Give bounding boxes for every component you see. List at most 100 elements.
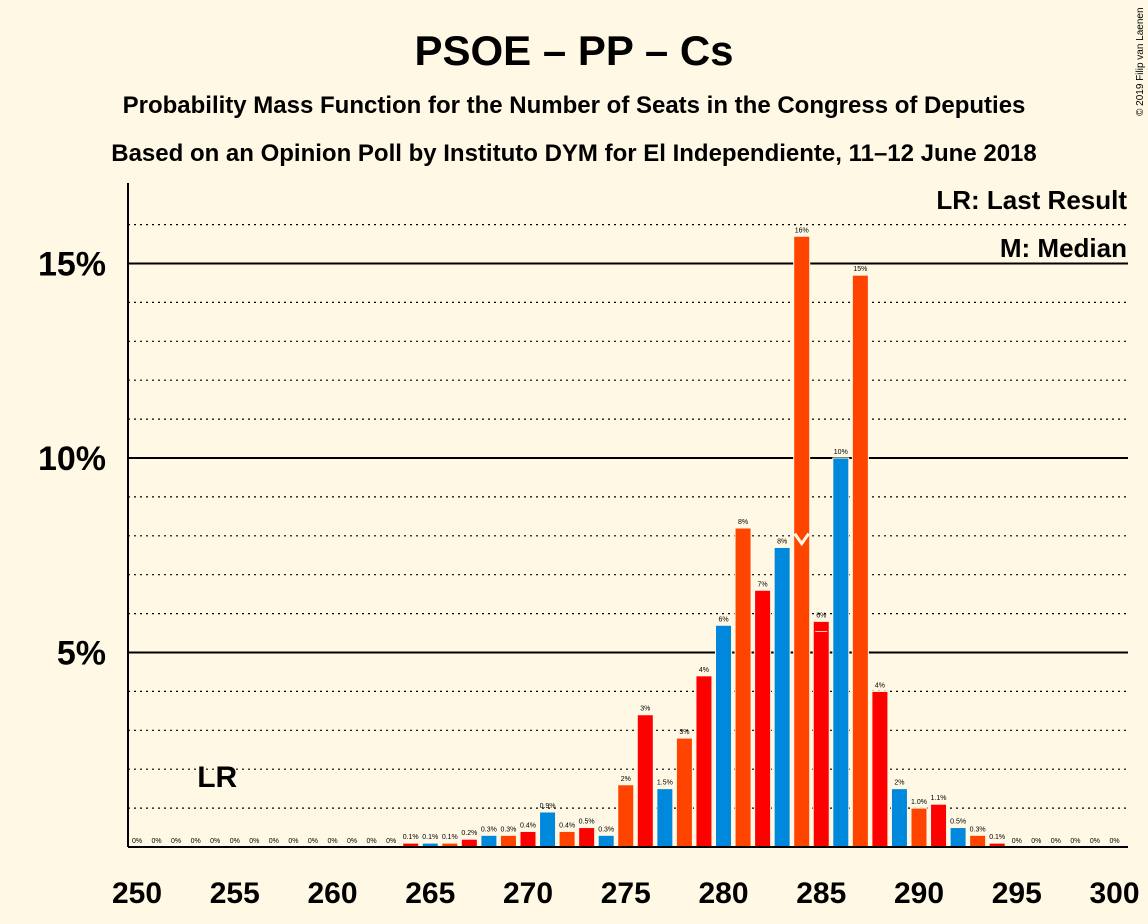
x-tick-label: 290 [894, 877, 944, 910]
bar-value-label: 16% [795, 227, 809, 234]
bar-seat-290 [910, 807, 928, 848]
bar-value-label: 0% [230, 838, 240, 845]
bar-value-label: 0% [249, 838, 259, 845]
y-tick-label: 10% [38, 440, 106, 478]
copyright-text: © 2019 Filip van Laenen [1135, 7, 1146, 116]
bar-value-label: 8% [777, 538, 787, 545]
bar-value-label: 3% [640, 706, 650, 713]
bar-seat-267 [460, 838, 478, 848]
bar-value-label: 1.5% [657, 780, 673, 787]
bar-value-label: 0.4% [559, 822, 575, 829]
bar-value-label: 6% [816, 612, 826, 619]
y-tick-label: 5% [57, 635, 106, 673]
bar-seat-269 [499, 834, 517, 848]
bar-value-label: 2% [621, 776, 631, 783]
bar-value-label: 8% [738, 519, 748, 526]
bar-seat-293 [969, 834, 987, 848]
bar-value-label: 0% [191, 838, 201, 845]
x-tick-label: 280 [698, 877, 748, 910]
bar-value-label: 0.4% [520, 822, 536, 829]
bar-seat-287 [851, 274, 869, 848]
bar-value-label: 0.1% [403, 834, 419, 841]
bar-value-label: 0% [269, 838, 279, 845]
bar-value-label: 0% [386, 838, 396, 845]
chart-subtitle-source: Based on an Opinion Poll by Instituto DY… [111, 140, 1037, 167]
bar-seat-280 [715, 624, 732, 848]
bar-value-label: 15% [853, 266, 867, 273]
bar-labels: 0% 0% 0% 0% 0% 0% 0% 0% 0% 0% 0% 0% 0% 0%0.1% 0.1% 0.1%… [132, 227, 1120, 845]
axes: 5% 10% 15% 250 255 260 265 270 275 280 285 290 295 30… [38, 183, 1140, 910]
x-tick-label: 275 [601, 877, 651, 910]
bar-seat-283 [773, 546, 791, 848]
bar-value-label: 1.0% [911, 799, 927, 806]
bar-value-label: 0% [347, 838, 357, 845]
bar-seat-278 [675, 737, 693, 848]
bar-seat-292 [949, 827, 967, 848]
bar-value-label: 0% [171, 838, 181, 845]
bar-value-label: 0% [308, 838, 318, 845]
bar-seat-279 [695, 675, 713, 848]
bar-value-label: 1.1% [931, 795, 947, 802]
bar-value-label: 10% [834, 449, 848, 456]
bar-seat-276 [636, 714, 654, 848]
bar-value-label: 0.3% [598, 826, 614, 833]
bars [402, 235, 1006, 848]
bar-seat-282 [754, 589, 772, 848]
median-marker [793, 532, 810, 547]
bar-value-label: 0.1% [989, 834, 1005, 841]
bar-value-label: 0% [1051, 838, 1061, 845]
bar-seat-281 [734, 527, 752, 848]
x-tick-label: 260 [307, 877, 357, 910]
bar-value-label: 0.9% [540, 803, 556, 810]
bar-value-label: 0% [1012, 838, 1022, 845]
bar-value-label: 0.3% [500, 826, 516, 833]
bar-value-label: 0% [210, 838, 220, 845]
bar-seat-273 [578, 827, 596, 848]
bar-seat-275 [617, 784, 635, 848]
bar-value-label: 0.5% [950, 819, 966, 826]
bar-seat-271 [539, 811, 557, 848]
bar-value-label: 3% [679, 729, 689, 736]
x-tick-label: 265 [405, 877, 455, 910]
bar-seat-288 [871, 690, 889, 848]
bar-value-label: 2% [894, 780, 904, 787]
bar-seat-268 [480, 834, 498, 848]
bar-value-label: 0% [327, 838, 337, 845]
bar-value-label: 6% [718, 616, 728, 623]
x-tick-label: 295 [992, 877, 1042, 910]
legend-median: M: Median [1000, 233, 1127, 263]
bar-seat-274 [597, 834, 615, 848]
bar-value-label: 0% [1090, 838, 1100, 845]
y-tick-label: 15% [38, 246, 106, 284]
bar-value-label: 0.2% [461, 830, 477, 837]
bar-value-label: 0.5% [579, 819, 595, 826]
bar-value-label: 7% [758, 581, 768, 588]
chart-subtitle: Probability Mass Function for the Number… [123, 92, 1026, 119]
bar-value-label: 0% [288, 838, 298, 845]
x-tick-label: 255 [210, 877, 260, 910]
bar-seat-272 [558, 830, 576, 848]
bar-seat-286 [832, 457, 850, 848]
bar-value-label: 4% [875, 682, 885, 689]
bar-value-label: 0% [132, 838, 142, 845]
legend-last-result: LR: Last Result [936, 185, 1127, 215]
x-tick-label: 270 [503, 877, 553, 910]
bar-value-label: 0.3% [481, 826, 497, 833]
bar-seat-291 [930, 803, 948, 848]
x-tick-label: 285 [796, 877, 846, 910]
bar-seat-289 [890, 788, 908, 848]
chart-title: PSOE – PP – Cs [414, 27, 733, 74]
bar-value-label: 0% [1070, 838, 1080, 845]
bar-seat-285 [812, 620, 830, 848]
gridlines [128, 224, 1128, 809]
bar-value-label: 0.3% [970, 826, 986, 833]
bar-value-label: 0% [1109, 838, 1119, 845]
bar-value-label: 4% [699, 667, 709, 674]
bar-value-label: 0.1% [422, 834, 438, 841]
x-tick-label: 250 [112, 877, 162, 910]
bar-value-label: 0% [151, 838, 161, 845]
bar-seat-277 [656, 788, 674, 848]
bar-value-label: 0% [367, 838, 377, 845]
